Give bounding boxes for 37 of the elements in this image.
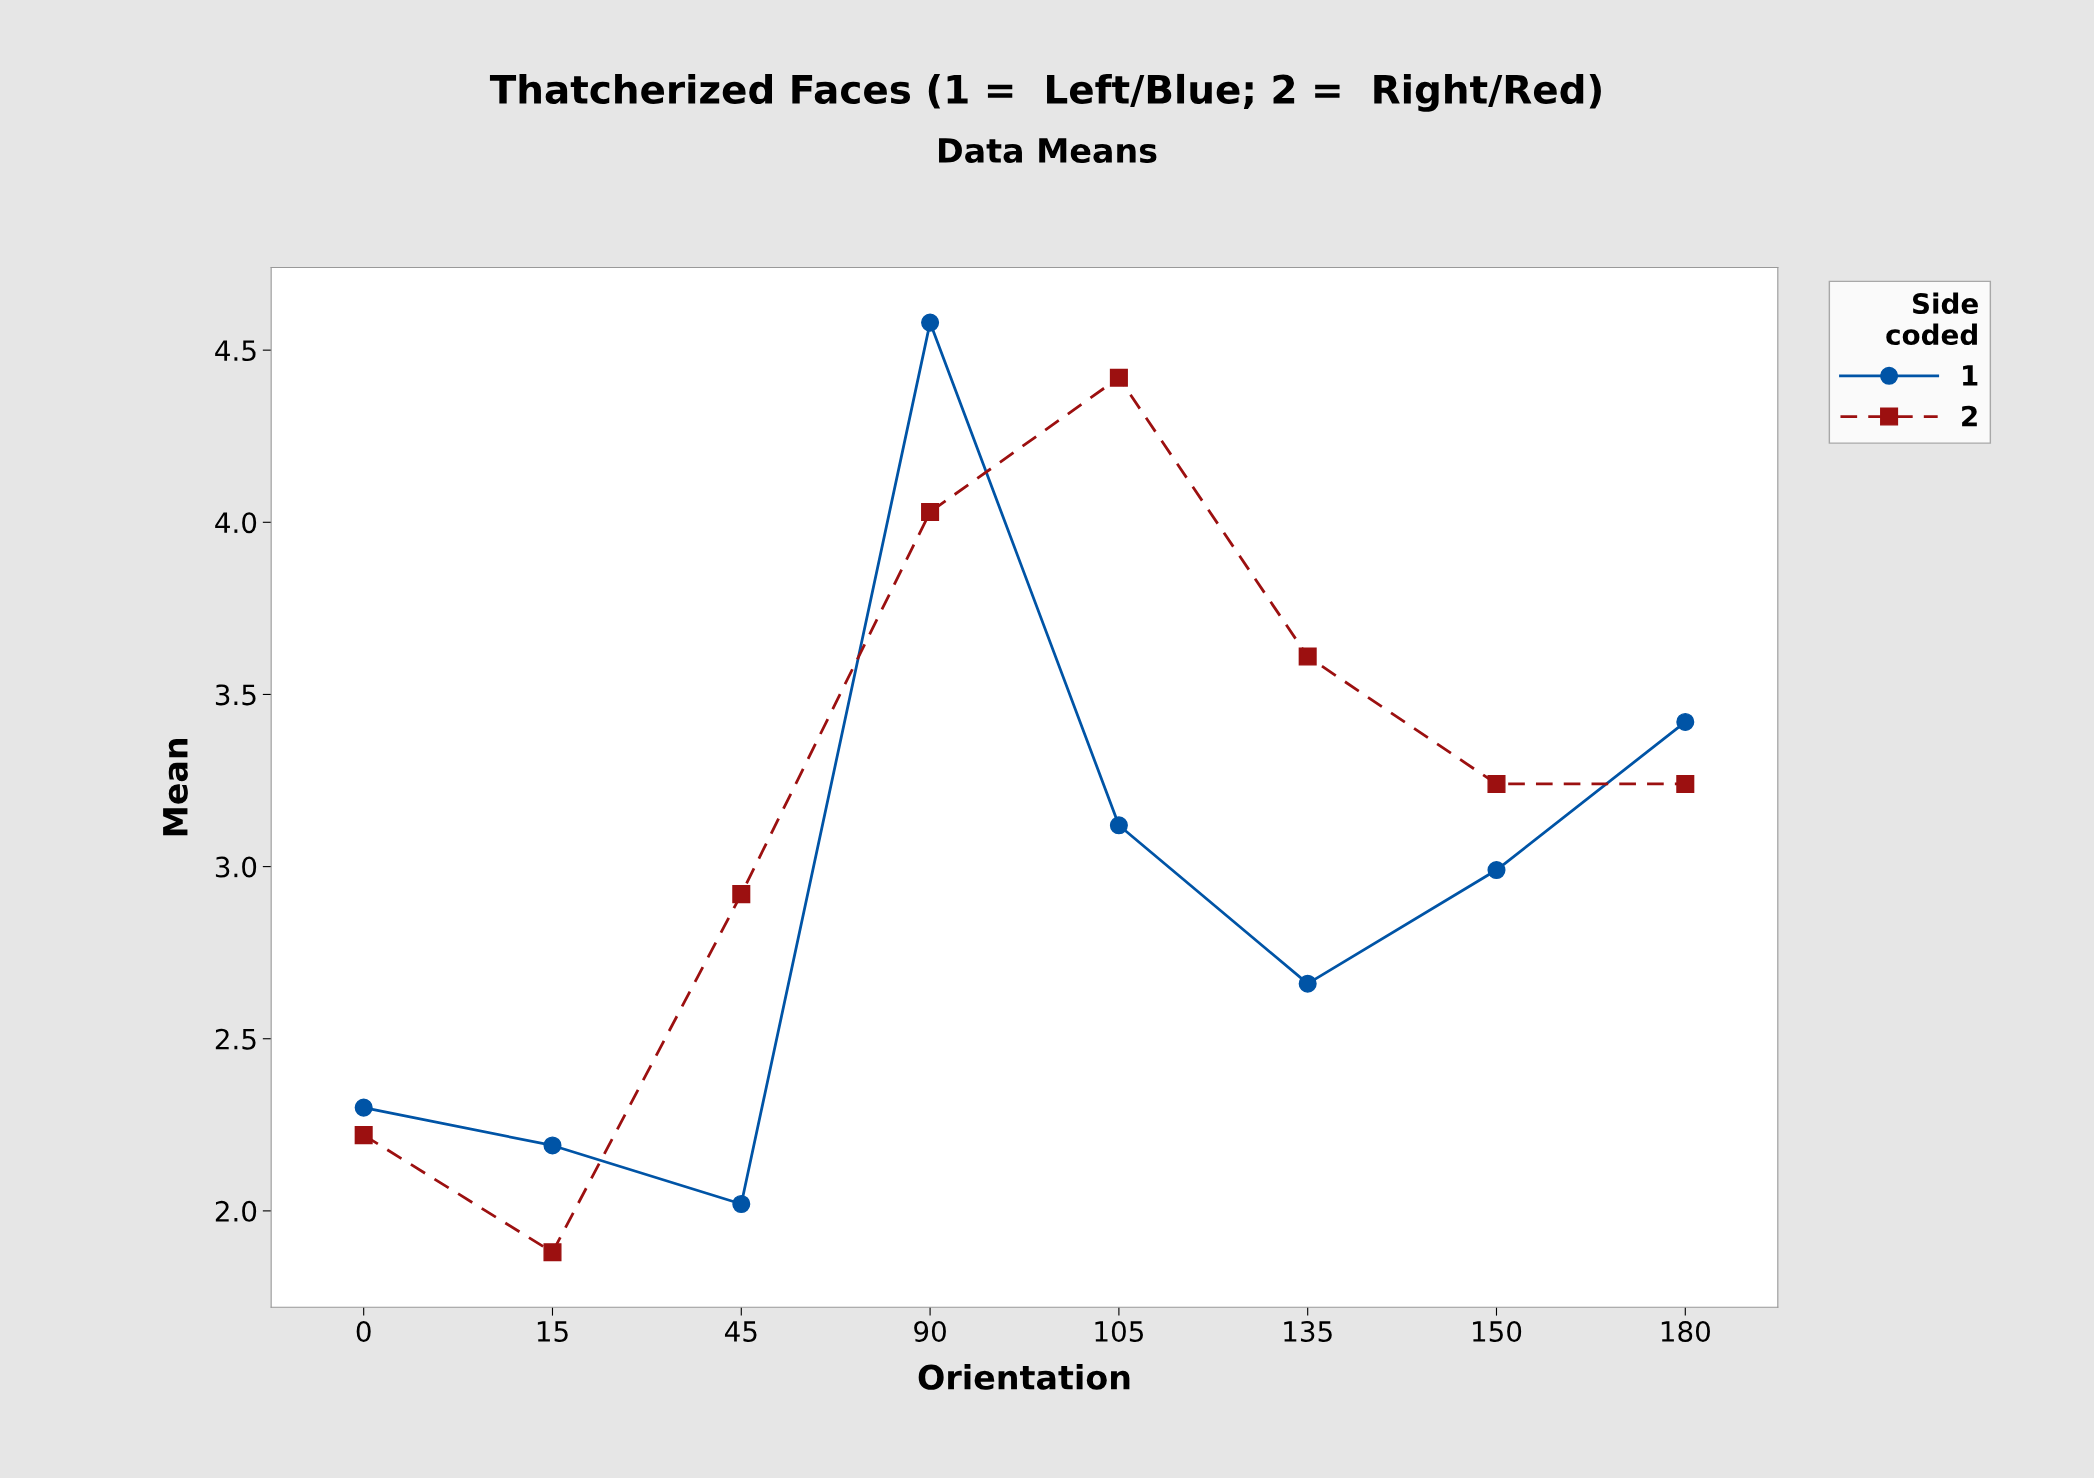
- y-tick-label: 4.5: [215, 340, 256, 362]
- x-tick-label: 0: [356, 1320, 371, 1342]
- x-tick-label: 135: [1284, 1320, 1332, 1342]
- legend-title: Side coded: [1886, 292, 1978, 346]
- y-tick-label: 3.5: [215, 684, 256, 706]
- x-tick-label: 150: [1473, 1320, 1522, 1342]
- point: [1487, 861, 1506, 880]
- y-tick-label: 2.5: [215, 1028, 256, 1050]
- point: [1487, 774, 1506, 793]
- point: [1298, 974, 1317, 993]
- y-tick-label: 4.0: [215, 512, 257, 534]
- point: [732, 1194, 751, 1214]
- chart-title: Thatcherized Faces (1 = Left/Blue; 2 = Right/Red): [489, 73, 1601, 112]
- point: [1676, 774, 1695, 793]
- legend-label: 1: [1963, 365, 1978, 386]
- y-tick-label: 2.0: [215, 1200, 257, 1222]
- x-tick-label: 180: [1661, 1320, 1710, 1342]
- point: [354, 1098, 373, 1117]
- point: [732, 885, 751, 904]
- point: [1109, 368, 1128, 387]
- x-tick-label: 105: [1095, 1320, 1143, 1342]
- y-tick-label: 3.0: [215, 856, 257, 878]
- chart-subtitle: Data Means: [939, 138, 1157, 164]
- point: [921, 313, 940, 332]
- x-axis-title: Orientation: [918, 1364, 1130, 1390]
- x-tick-label: 90: [914, 1320, 946, 1342]
- point: [1109, 816, 1128, 835]
- point: [543, 1136, 562, 1155]
- point: [1298, 647, 1317, 666]
- x-tick-label: 45: [724, 1321, 757, 1342]
- point: [1676, 712, 1695, 732]
- point: [354, 1126, 373, 1145]
- x-tick-label: 15: [537, 1321, 568, 1342]
- y-axis-title: Mean: [163, 739, 188, 836]
- point: [921, 502, 940, 521]
- point: [543, 1243, 562, 1262]
- legend-label: 2: [1962, 405, 1977, 427]
